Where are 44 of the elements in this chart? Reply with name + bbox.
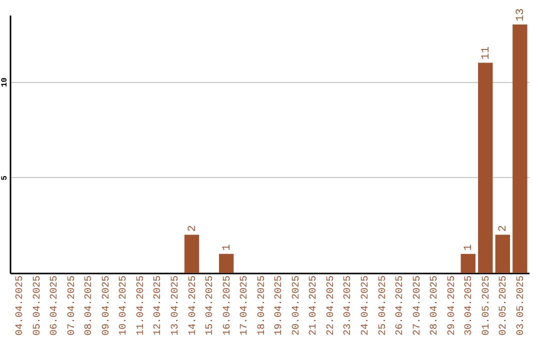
x-tick-label: 06.04.2025 — [50, 276, 61, 336]
x-tick-label: 18.04.2025 — [256, 276, 268, 336]
x-tick-label: 20.04.2025 — [291, 276, 302, 336]
bar — [512, 24, 528, 273]
x-tick-label: 25.04.2025 — [378, 276, 389, 336]
x-tick-label: 05.04.2025 — [32, 276, 44, 336]
x-tick-label: 21.04.2025 — [308, 276, 320, 336]
x-tick-label: 08.04.2025 — [84, 276, 96, 336]
y-tick-label: 10 — [0, 77, 10, 88]
x-tick-label: 04.04.2025 — [15, 276, 26, 336]
x-tick-label: 28.04.2025 — [430, 276, 441, 336]
bar — [184, 234, 200, 273]
data-label: 1 — [221, 244, 234, 251]
x-tick-label: 30.04.2025 — [464, 276, 476, 336]
bar — [495, 234, 510, 273]
x-tick-label: 14.04.2025 — [188, 276, 199, 336]
x-tick-label: 15.04.2025 — [205, 276, 216, 336]
x-tick-label: 26.04.2025 — [395, 276, 406, 336]
x-tick-label: 22.04.2025 — [326, 276, 337, 336]
x-tick-label: 07.04.2025 — [66, 276, 78, 336]
x-tick-label: 19.04.2025 — [274, 276, 286, 336]
x-tick-label: 13.04.2025 — [170, 276, 182, 336]
x-tick-label: 02.05.2025 — [498, 276, 510, 336]
data-label: 2 — [498, 225, 510, 232]
x-tick-label: 11.04.2025 — [136, 276, 147, 336]
x-tick-label: 09.04.2025 — [101, 276, 112, 336]
x-tick-label: 17.04.2025 — [240, 276, 251, 336]
x-tick-label: 29.04.2025 — [446, 276, 458, 336]
data-label: 1 — [463, 244, 476, 251]
x-tick-label: 27.04.2025 — [412, 276, 424, 336]
x-tick-label: 12.04.2025 — [153, 276, 164, 336]
y-tick-label: 5 — [0, 175, 10, 180]
bar — [478, 62, 493, 273]
x-tick-label: 23.04.2025 — [343, 276, 354, 336]
data-label: 13 — [514, 8, 527, 22]
data-label: 2 — [186, 225, 199, 232]
bar — [218, 254, 234, 273]
bar — [460, 254, 476, 273]
x-tick-label: 16.04.2025 — [222, 276, 234, 336]
x-tick-label: 24.04.2025 — [360, 276, 372, 336]
x-tick-label: 10.04.2025 — [118, 276, 130, 336]
x-tick-label: 03.05.2025 — [516, 276, 527, 336]
x-tick-label: 01.05.2025 — [481, 276, 492, 336]
data-label: 11 — [480, 46, 492, 60]
